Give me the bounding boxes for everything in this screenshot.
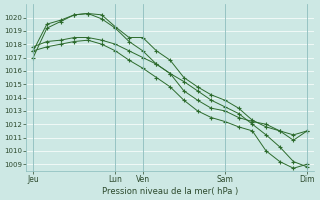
X-axis label: Pression niveau de la mer( hPa ): Pression niveau de la mer( hPa ) [102, 187, 238, 196]
